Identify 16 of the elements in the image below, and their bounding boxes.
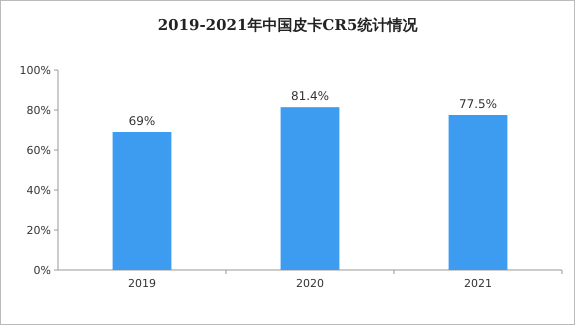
y-tick-label: 0%: [34, 264, 51, 277]
x-tick-label: 2019: [128, 277, 156, 290]
x-tick-label: 2021: [464, 277, 492, 290]
y-tick-label: 60%: [26, 144, 51, 157]
chart-title: 2019-2021年中国皮卡CR5统计情况: [158, 16, 418, 34]
data-label: 77.5%: [458, 97, 498, 111]
bar: [448, 115, 508, 270]
y-tick-label: 80%: [26, 104, 51, 117]
data-label: 81.4%: [290, 89, 330, 104]
bar: [280, 107, 340, 270]
data-label: 69%: [128, 114, 156, 128]
bar: [112, 132, 172, 270]
y-tick-label: 100%: [20, 64, 51, 77]
y-tick-label: 40%: [26, 184, 51, 197]
x-tick-label: 2020: [296, 277, 324, 290]
y-tick-label: 20%: [26, 224, 51, 237]
